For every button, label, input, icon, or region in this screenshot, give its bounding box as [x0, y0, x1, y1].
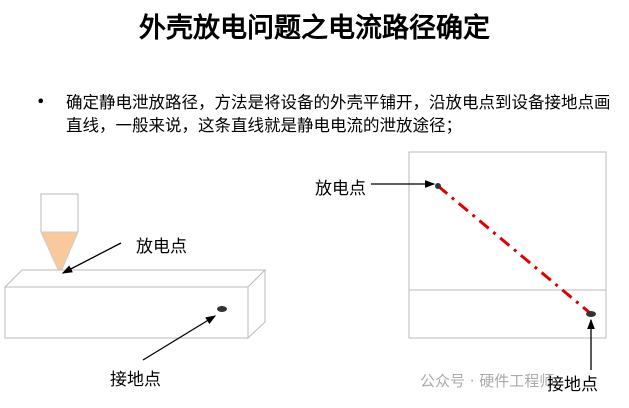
ground-point-flat: [586, 311, 596, 317]
ground-label: 接地点: [110, 370, 161, 390]
discharge-label-flat: 放电点: [315, 179, 366, 199]
discharge-label: 放电点: [136, 237, 187, 257]
discharge-arrow: [61, 242, 122, 274]
discharge-point: [435, 183, 441, 189]
esd-gun-probe: [40, 193, 79, 276]
ground-point: [217, 306, 227, 312]
bullet-text: 确定静电泄放路径，方法是将设备的外壳平铺开，沿放电点到设备接地点画直线，一般来说…: [66, 93, 611, 135]
ground-arrow: [142, 315, 217, 361]
enclosure-box: [3, 268, 267, 340]
ground-label-flat: 接地点: [547, 375, 598, 395]
watermark: 公众号 · 硬件工程师: [420, 372, 555, 390]
slide-title: 外壳放电问题之电流路径确定: [139, 13, 490, 44]
current-path: [437, 184, 591, 315]
bullet-dot: •: [36, 92, 46, 111]
